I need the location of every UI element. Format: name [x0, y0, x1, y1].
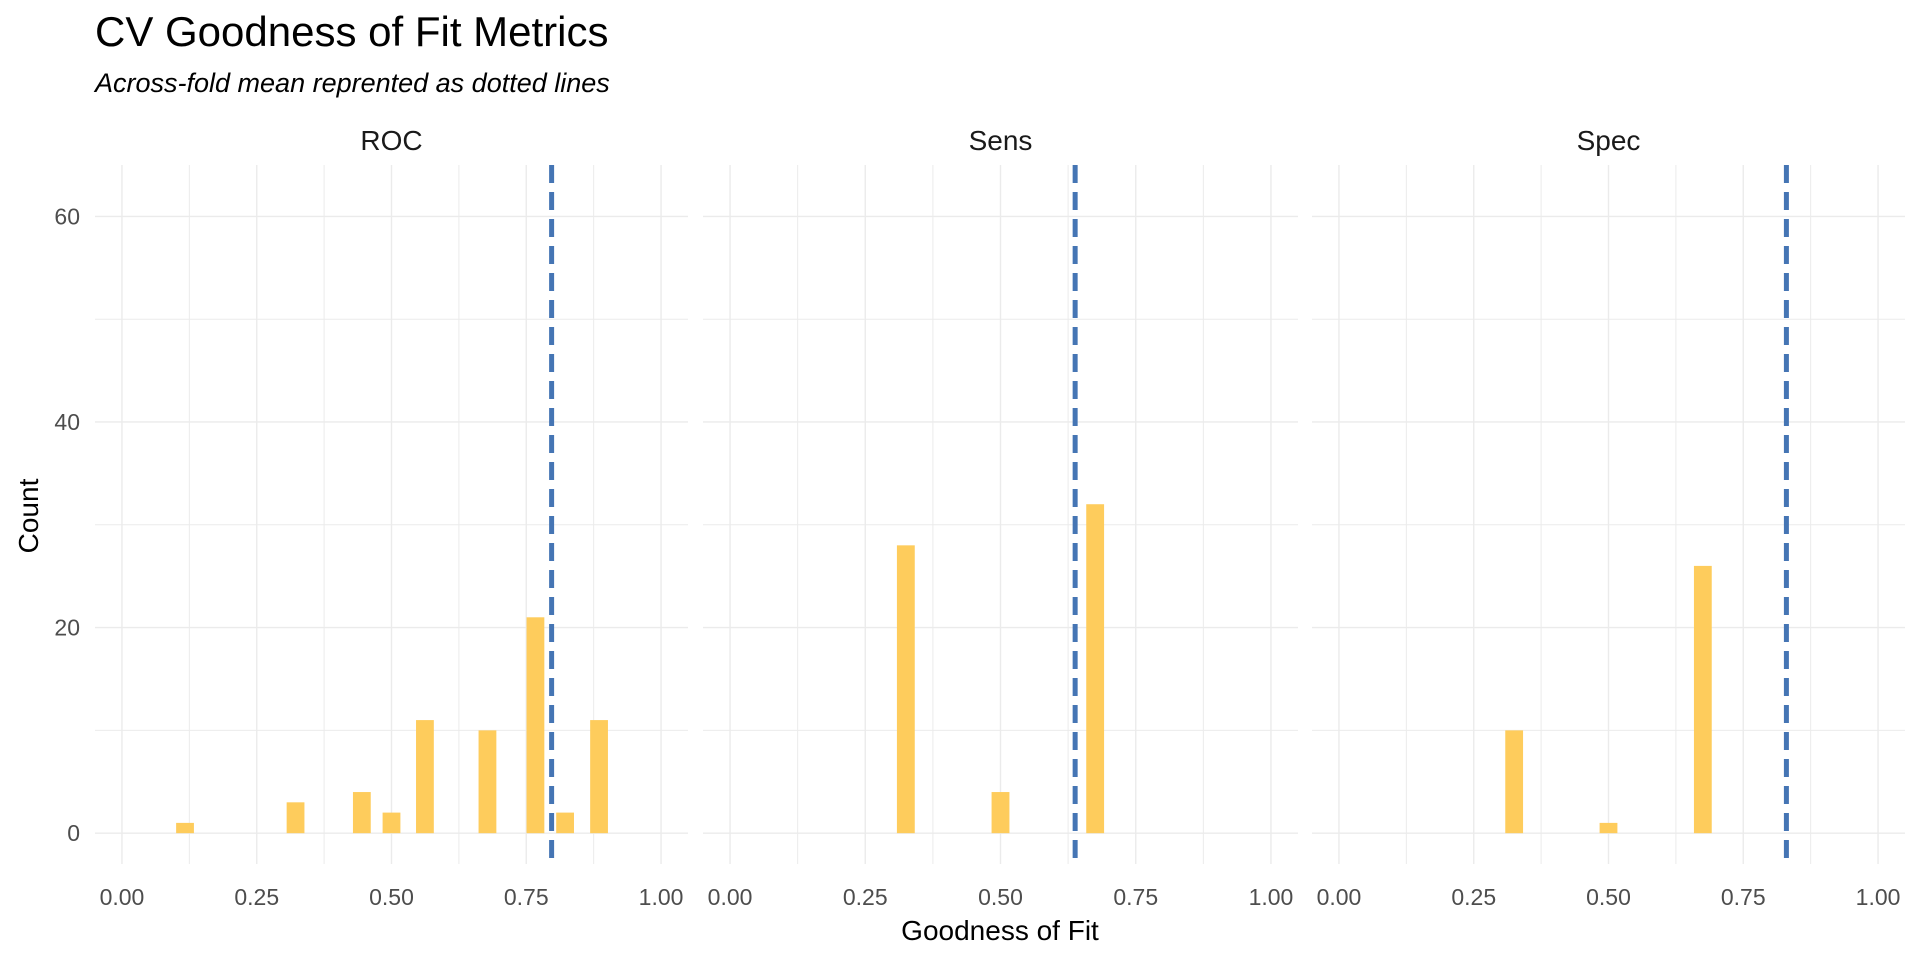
x-tick-label: 0.50: [369, 884, 414, 910]
histogram-bar: [1086, 504, 1105, 834]
y-axis-title: Count: [13, 478, 44, 553]
chart-title: CV Goodness of Fit Metrics: [95, 8, 609, 55]
facet-label: Spec: [1577, 125, 1641, 156]
histogram-bar: [286, 802, 305, 834]
histogram-bar: [352, 792, 371, 834]
x-tick-label: 0.00: [100, 884, 145, 910]
histogram-bar: [478, 730, 497, 834]
histogram-bar: [1505, 730, 1524, 834]
histogram-bar: [896, 545, 915, 834]
facet-panel-roc: ROC 0.00 0.25 0.50 0.75 1.00: [95, 125, 688, 910]
y-tick-label: 0: [67, 820, 80, 846]
x-tick-label: 0.00: [1317, 884, 1362, 910]
histogram-bar: [382, 812, 401, 834]
x-tick-label: 0.50: [1586, 884, 1631, 910]
x-tick-label: 0.25: [234, 884, 279, 910]
y-tick-label: 40: [54, 409, 80, 435]
x-tick-label: 1.00: [1856, 884, 1901, 910]
histogram-bar: [590, 720, 608, 834]
x-tick-label: 0.75: [504, 884, 549, 910]
y-tick-label: 60: [54, 203, 80, 229]
histogram-bar: [526, 617, 545, 834]
histogram-bar: [1693, 565, 1712, 834]
histogram-bar: [991, 792, 1010, 834]
x-tick-label: 0.25: [843, 884, 888, 910]
facet-panel-sens: Sens 0.00 0.25 0.50 0.75 1.00: [703, 125, 1298, 910]
facet-panel-spec: Spec 0.00 0.25 0.50 0.75 1.00: [1312, 125, 1905, 910]
histogram-bar: [176, 822, 194, 834]
x-axis-title: Goodness of Fit: [901, 915, 1099, 946]
x-tick-label: 0.75: [1113, 884, 1158, 910]
histogram-bar: [556, 812, 574, 834]
y-axis: 0 20 40 60: [54, 203, 80, 846]
facet-label: Sens: [969, 125, 1033, 156]
histogram-bar: [416, 720, 434, 834]
y-tick-label: 20: [54, 615, 80, 641]
x-tick-label: 0.50: [978, 884, 1023, 910]
chart-subtitle: Across-fold mean reprented as dotted lin…: [95, 68, 610, 98]
facet-label: ROC: [360, 125, 422, 156]
x-tick-label: 1.00: [1249, 884, 1294, 910]
x-tick-label: 0.25: [1451, 884, 1496, 910]
x-tick-label: 0.00: [708, 884, 753, 910]
histogram-bar: [1599, 822, 1618, 834]
x-tick-label: 1.00: [639, 884, 684, 910]
facet-panels: ROC 0.00 0.25 0.50 0.75 1.00 Sens 0.00 0.25 0.50 0…: [95, 125, 1905, 910]
x-tick-label: 0.75: [1721, 884, 1766, 910]
